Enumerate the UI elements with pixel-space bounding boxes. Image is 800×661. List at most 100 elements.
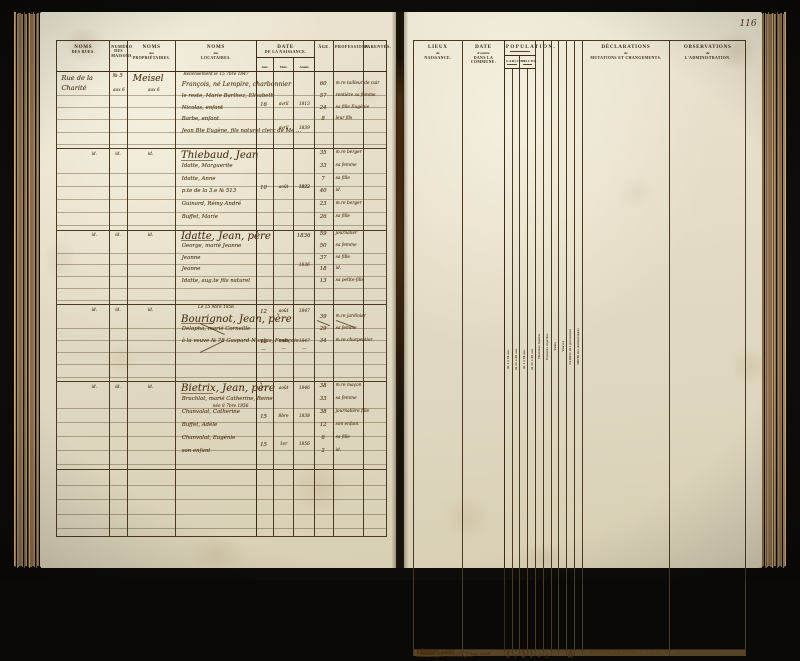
handwritten-entry: Chanvalat, Eugénie: [182, 436, 236, 441]
handwritten-entry: 60: [320, 82, 327, 87]
totals-cell: 5: [543, 655, 551, 656]
column-header-title: PROFESSIONS.: [335, 44, 362, 49]
handwritten-entry: George, marié Jeanne: [182, 244, 242, 249]
row-rule-lines: [176, 305, 256, 381]
header-population: POPULATION.: [504, 40, 535, 55]
handwritten-entry: 7: [321, 177, 324, 182]
row-rule-lines: [334, 72, 363, 148]
cell-house-number: id.: [110, 230, 128, 304]
handwritten-entry: m.re berger: [336, 151, 362, 155]
column-header-subtitle: LOCATAIRES.: [177, 56, 255, 61]
row-rule-lines: [364, 72, 387, 148]
row-rule-lines: [315, 305, 332, 381]
handwritten-entry: Guinard, Rémy André: [182, 202, 241, 207]
row-rule-lines: [110, 72, 127, 148]
handwritten-entry: sa femme: [336, 164, 357, 168]
row-rule-lines: [364, 470, 387, 535]
handwritten-entry: 1: [514, 655, 517, 660]
cell-empty: [176, 470, 257, 536]
handwritten-entry: sa fille: [336, 256, 350, 260]
handwritten-entry: 29: [320, 327, 327, 332]
header-pop-stub-1: Femmes mariées: [543, 40, 551, 650]
row-rule-lines: [364, 231, 387, 304]
handwritten-entry: 8: [321, 117, 324, 122]
handwritten-entry: Buffet, Marie: [182, 215, 218, 220]
totals-cell: 1: [528, 655, 536, 656]
row-rule-lines: [176, 470, 256, 535]
handwritten-entry: Meisel: [133, 74, 164, 83]
header-birthdate-annee: Année.: [294, 58, 315, 72]
cell-birth-year: 1847—1847—: [294, 304, 315, 381]
handwritten-entry: id.: [92, 153, 98, 157]
totals-row: 51614518: [413, 655, 746, 656]
row-rule-lines: [274, 305, 293, 381]
handwritten-entry: sa fille: [336, 215, 350, 219]
handwritten-entry: Jeanne: [182, 256, 201, 261]
handwritten-entry: m.re maçon: [336, 384, 362, 388]
totals-cell: [582, 655, 669, 656]
header-pop-stub-3: Veuves: [559, 40, 567, 650]
handwritten-entry: 50: [320, 244, 327, 249]
row-rule-lines: [110, 305, 127, 381]
header-parentes: PARENTÉS.: [363, 40, 387, 71]
handwritten-entry: id.: [148, 386, 154, 390]
page-leaf-edge: [762, 14, 763, 567]
row-rule-lines: [274, 72, 293, 148]
column-header-subtitle: DES MAISONS: [111, 49, 126, 59]
handwritten-entry: 57: [320, 94, 327, 99]
birthdate-subheader: Mois.: [275, 65, 292, 69]
handwritten-entry: 33: [320, 164, 327, 169]
cell-street: id.: [57, 304, 110, 381]
header-pop-range-0-0: de 1 à 20 ans: [504, 69, 512, 650]
totals-cell: 6: [520, 655, 528, 656]
page-leaf-edge: [781, 13, 782, 567]
cell-empty: [363, 470, 387, 536]
row-rule-lines: [128, 305, 175, 381]
handwritten-entry: —: [261, 348, 266, 353]
row-rule-lines: [257, 149, 273, 229]
header-pop-stub-4: Nombre des personnes: [567, 40, 575, 650]
page-leaf-edge: [768, 12, 769, 566]
handwritten-entry: id.: [115, 309, 121, 313]
row-rule-lines: [128, 72, 175, 148]
population-stub-label: Veufs: [553, 45, 557, 648]
page-leaf-edge: [783, 14, 784, 568]
handwritten-entry: 12: [320, 423, 327, 428]
struck-out-line: [200, 340, 225, 353]
handwritten-entry: août: [279, 310, 289, 314]
name-underline: [181, 240, 213, 241]
row-rule-lines: [128, 470, 175, 535]
page-leaf-edge: [763, 13, 764, 566]
row-rule-lines: [128, 382, 175, 469]
header-pop-range-0-1: de 21 à 60 ans: [512, 69, 520, 650]
handwritten-entry: sa femme: [336, 397, 357, 401]
handwritten-entry: avril: [279, 127, 289, 131]
column-header-title: PARENTÉS.: [365, 44, 386, 49]
population-stub-label: Veuves: [561, 45, 565, 648]
cell-birth-month: août: [273, 149, 293, 230]
handwritten-entry: id.: [336, 449, 342, 453]
page-leaf-edge: [773, 13, 774, 567]
row-rule-lines: [110, 470, 127, 535]
handwritten-entry: Idatte, Marguerite: [182, 164, 233, 169]
cell-empty: [110, 470, 128, 536]
table-row-empty: [57, 470, 387, 536]
cell-birth-day: 10: [256, 149, 273, 230]
row-rule-lines: [364, 382, 387, 469]
handwritten-entry: id.: [115, 386, 121, 390]
column-header-subtitle: PROPRIÉTAIRES.: [129, 56, 174, 61]
handwritten-entry: 1836: [299, 264, 310, 268]
handwritten-entry: sa fille: [336, 177, 350, 181]
handwritten-entry: 4: [537, 655, 540, 660]
